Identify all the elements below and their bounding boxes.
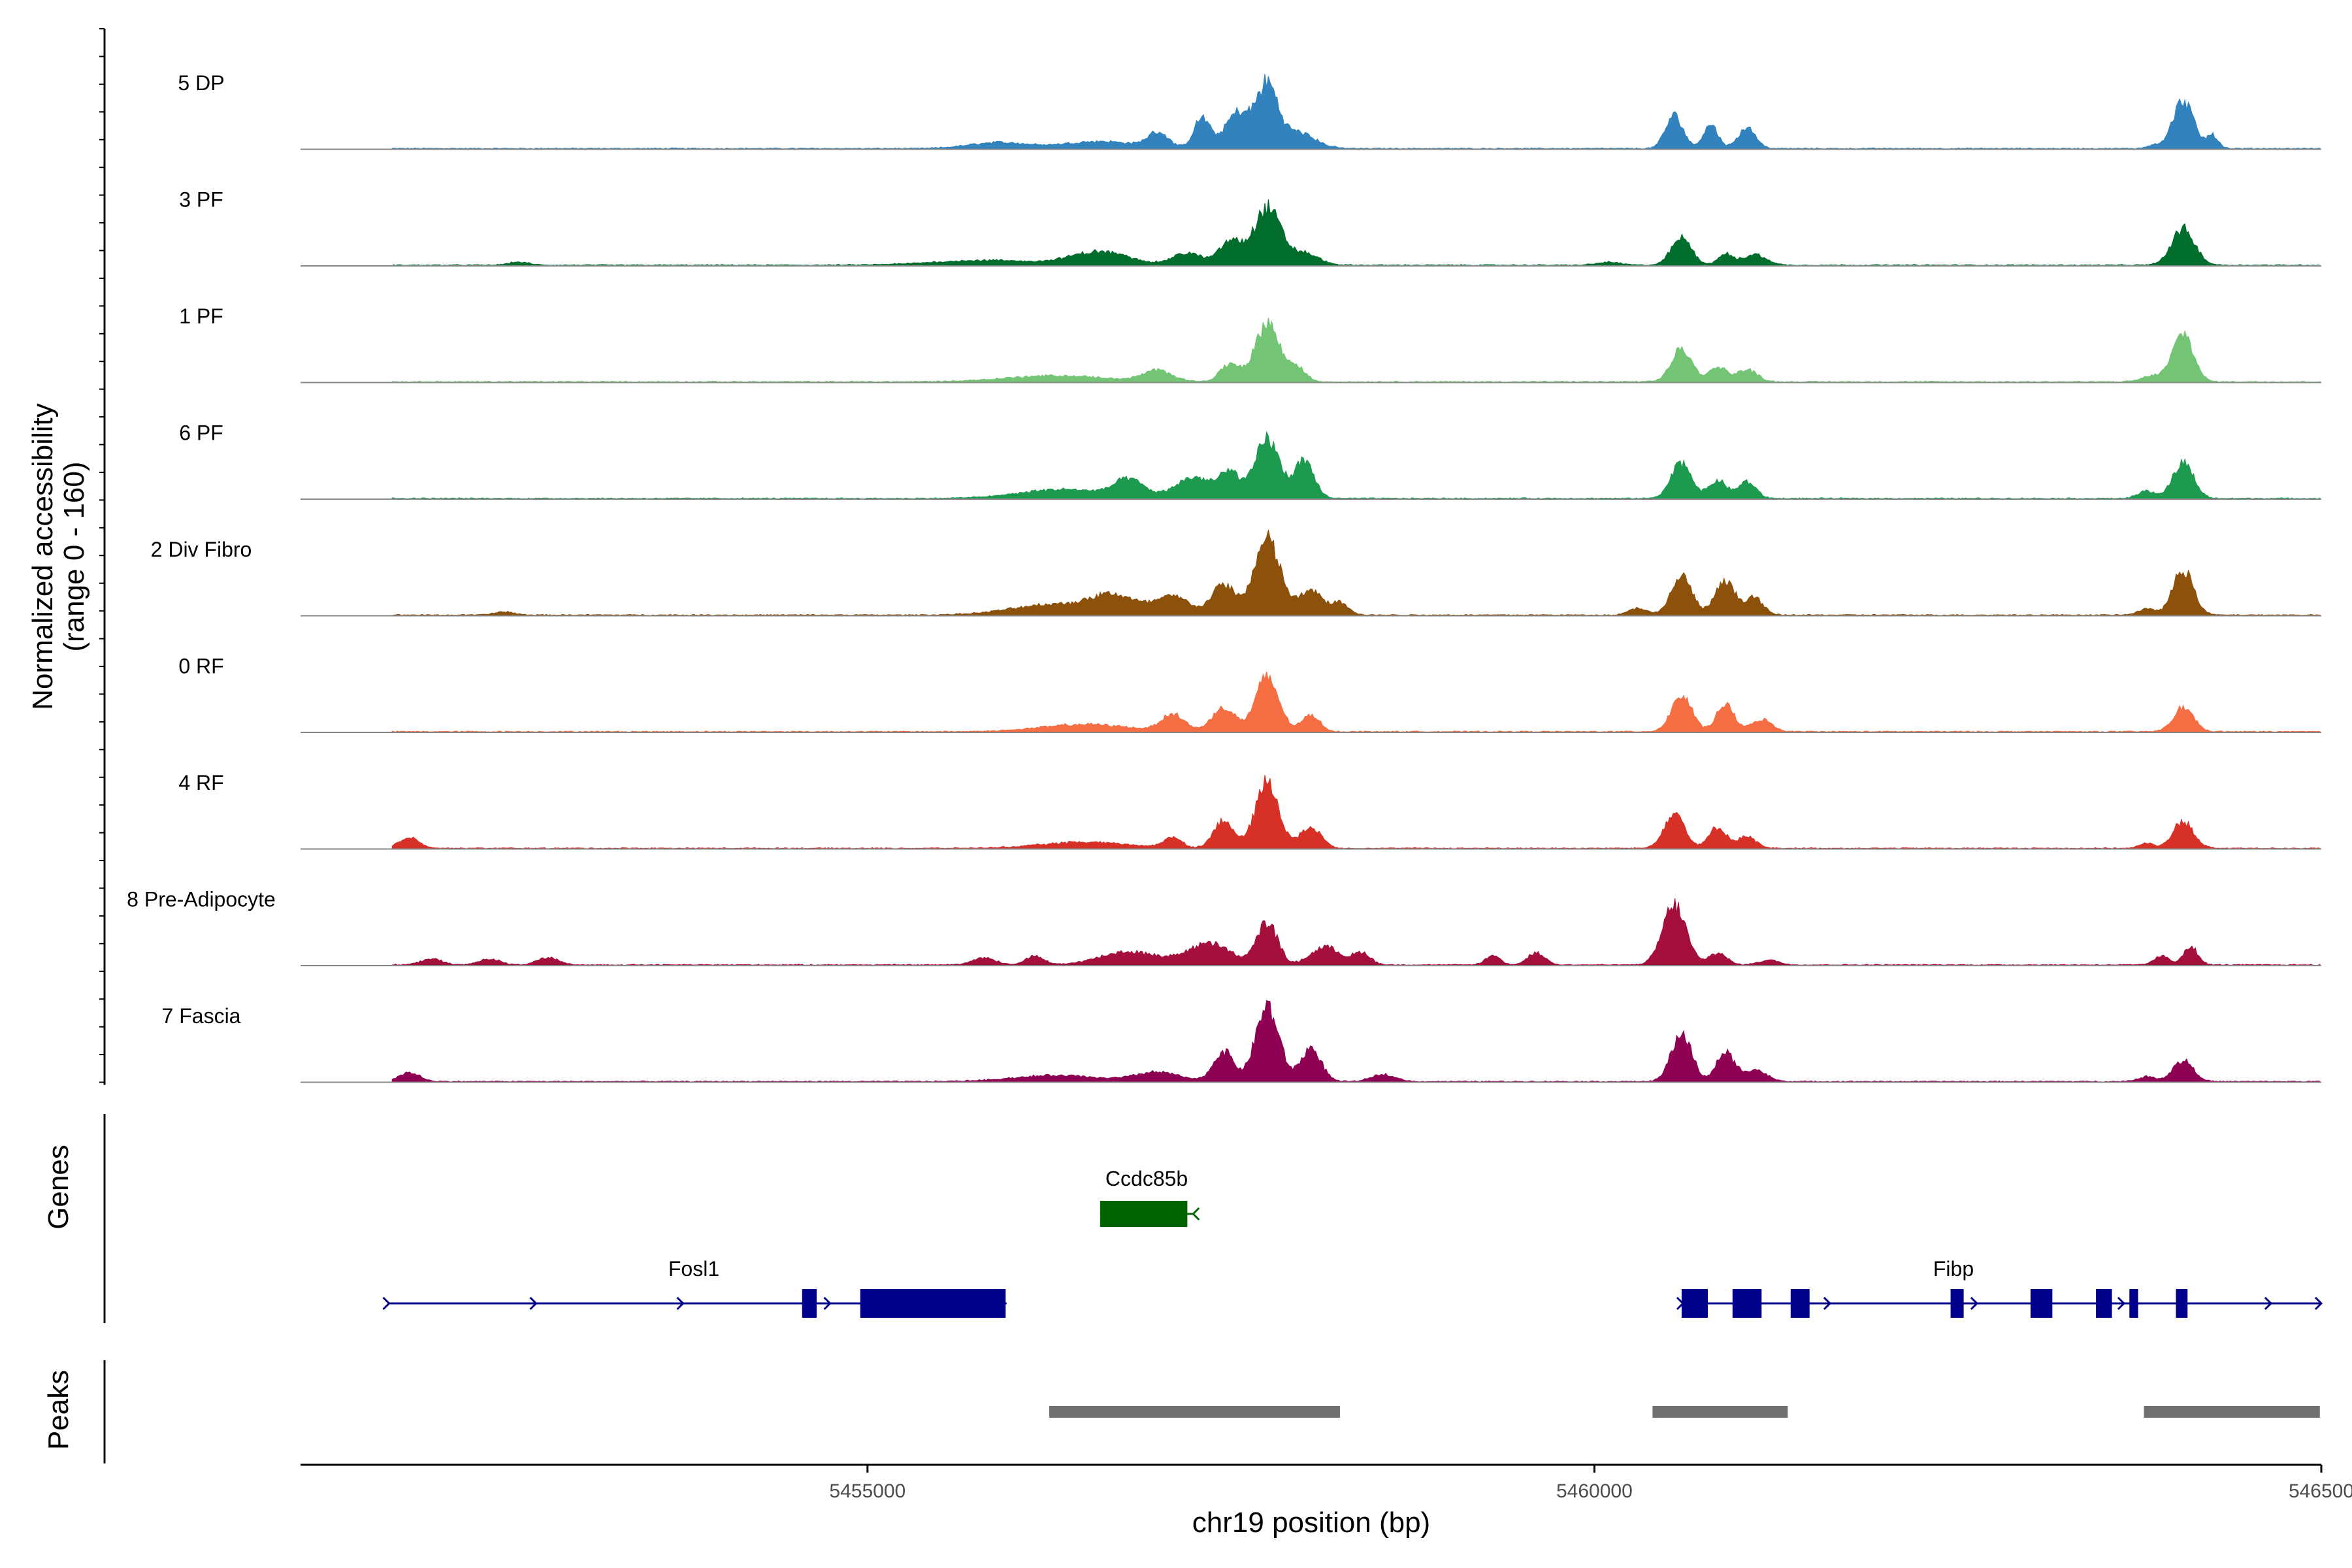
exon: [2176, 1289, 2188, 1318]
genes-track: Ccdc85b Fosl1 Fibp: [382, 1167, 2323, 1318]
peaks-track: [1049, 1406, 2320, 1418]
peaks-panel-label: Peaks: [42, 1370, 74, 1450]
track-1-pf: 1 PF: [179, 304, 2321, 384]
exon: [2030, 1289, 2053, 1318]
track-label: 1 PF: [179, 304, 223, 328]
track-2-div-fibro: 2 Div Fibro: [151, 529, 2321, 617]
exon: [1100, 1201, 1188, 1227]
signal-area: [391, 431, 2321, 500]
exon: [2129, 1289, 2138, 1318]
exon: [1790, 1289, 1810, 1318]
signal-area: [391, 775, 2321, 849]
accessibility-tracks: 5 DP 3 PF 1 PF 6 PF 2 Div Fibro 0 RF 4 RF 8 Pre…: [127, 71, 2321, 1083]
signal-area: [391, 671, 2321, 733]
y-axis-title-line1: Normalized accessibility: [27, 403, 59, 710]
track-label: 6 PF: [179, 421, 223, 445]
signal-area: [391, 74, 2321, 150]
track-7-fascia: 7 Fascia: [162, 1000, 2321, 1083]
y-axis-title-line2: (range 0 - 160): [58, 461, 90, 651]
gene-label: Fibp: [1933, 1257, 1974, 1281]
strand-arrow: [1970, 1296, 1979, 1311]
strand-arrow: [529, 1296, 538, 1311]
gene-ccdc85b: Ccdc85b: [1100, 1167, 1200, 1227]
exon: [1732, 1289, 1762, 1318]
track-6-pf: 6 PF: [179, 421, 2321, 500]
x-tick-label: 546500: [2289, 1480, 2352, 1502]
exon: [1950, 1289, 1964, 1318]
track-label: 8 Pre-Adipocyte: [127, 888, 276, 911]
signal-area: [391, 529, 2321, 616]
left-axis: [99, 28, 106, 1463]
peak-region: [1652, 1406, 1788, 1418]
peak-region: [1049, 1406, 1341, 1418]
gene-fosl1: Fosl1: [382, 1257, 1007, 1318]
signal-area: [391, 1000, 2321, 1083]
signal-area: [391, 898, 2321, 966]
strand-arrow: [2264, 1296, 2273, 1311]
strand-arrow: [1192, 1207, 1200, 1221]
exon: [860, 1289, 1006, 1318]
strand-arrow: [1823, 1296, 1832, 1311]
track-4-rf: 4 RF: [178, 771, 2321, 850]
strand-arrow: [2117, 1296, 2126, 1311]
exon: [1681, 1289, 1708, 1318]
peak-region: [2144, 1406, 2320, 1418]
track-3-pf: 3 PF: [179, 188, 2321, 267]
track-label: 2 Div Fibro: [151, 538, 252, 561]
exon: [2096, 1289, 2112, 1318]
track-label: 4 RF: [178, 771, 223, 794]
strand-arrow: [382, 1296, 391, 1311]
x-tick-label: 5460000: [1556, 1480, 1633, 1502]
signal-area: [391, 199, 2321, 267]
genes-panel-label: Genes: [42, 1145, 74, 1230]
strand-arrow: [823, 1296, 832, 1311]
x-tick-label: 5455000: [829, 1480, 906, 1502]
gene-label: Ccdc85b: [1105, 1167, 1188, 1190]
track-label: 3 PF: [179, 188, 223, 212]
track-label: 7 Fascia: [162, 1004, 241, 1028]
track-label: 0 RF: [178, 655, 223, 678]
x-axis-title: chr19 position (bp): [1192, 1507, 1430, 1539]
track-label: 5 DP: [178, 71, 224, 95]
x-axis: 5455000 5460000 546500: [301, 1463, 2352, 1502]
strand-arrow: [2314, 1296, 2323, 1311]
track-8-pre-adipocyte: 8 Pre-Adipocyte: [127, 888, 2321, 966]
track-5-dp: 5 DP: [178, 71, 2321, 150]
gene-fibp: Fibp: [1676, 1257, 2323, 1318]
exon: [802, 1289, 817, 1318]
track-0-rf: 0 RF: [178, 655, 2321, 733]
gene-label: Fosl1: [668, 1257, 719, 1281]
strand-arrow: [676, 1296, 685, 1311]
signal-area: [391, 318, 2321, 383]
